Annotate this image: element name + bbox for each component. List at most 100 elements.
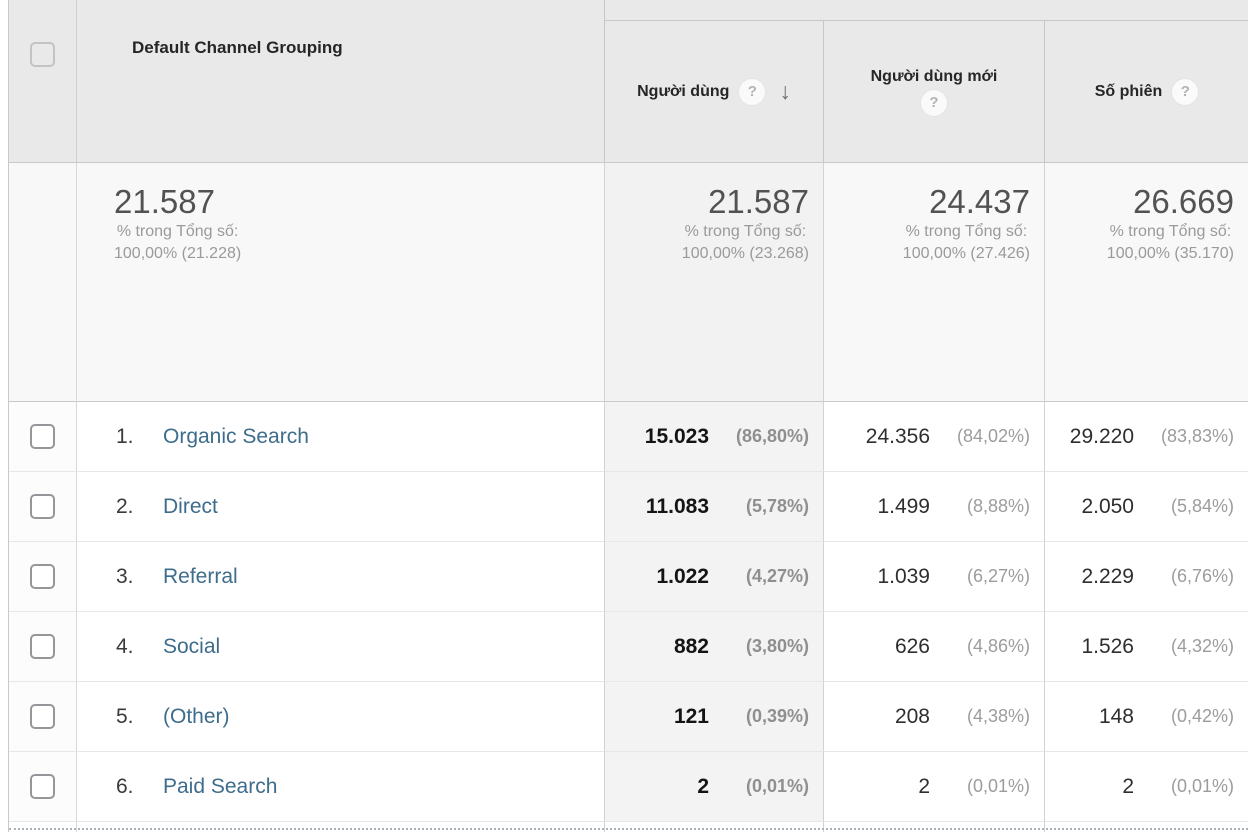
dimension-column-header[interactable]: Default Channel Grouping bbox=[132, 38, 343, 57]
summary-percent: 100,00% (21.228) bbox=[114, 244, 242, 262]
users-header-label: Người dùng bbox=[637, 82, 730, 100]
column-header-users[interactable]: Người dùng ? ↓ bbox=[605, 20, 823, 162]
users-value: 121 bbox=[673, 704, 709, 728]
row-checkbox[interactable] bbox=[30, 564, 55, 589]
users-percent: (0,01%) bbox=[745, 776, 809, 796]
sessions-cell: 29.220 (83,83%) bbox=[1044, 402, 1248, 472]
table-bottom-edge bbox=[9, 822, 77, 832]
sessions-cell: 2.050 (5,84%) bbox=[1044, 472, 1248, 542]
sessions-percent: (0,42%) bbox=[1170, 706, 1234, 726]
sessions-cell: 2.229 (6,76%) bbox=[1044, 542, 1248, 612]
row-checkbox-cell bbox=[9, 472, 77, 542]
users-cell: 2 (0,01%) bbox=[604, 752, 823, 822]
data-table: Default Channel Grouping Người dùng ? ↓ … bbox=[8, 0, 1248, 832]
sessions-value: 2.229 bbox=[1081, 564, 1134, 588]
summary-caption: % trong Tổng số: bbox=[684, 222, 807, 240]
new-users-percent: (4,86%) bbox=[966, 636, 1030, 656]
summary-caption: % trong Tổng số: bbox=[1109, 222, 1232, 240]
sessions-value: 1.526 bbox=[1081, 634, 1134, 658]
help-icon[interactable]: ? bbox=[739, 78, 766, 105]
column-header-sessions[interactable]: Số phiên ? bbox=[1044, 20, 1248, 162]
new-users-value: 208 bbox=[894, 704, 930, 728]
table-row: 6. Paid Search bbox=[77, 752, 604, 822]
sessions-cell: 148 (0,42%) bbox=[1044, 682, 1248, 752]
row-checkbox[interactable] bbox=[30, 494, 55, 519]
summary-caption: % trong Tổng số: bbox=[905, 222, 1028, 240]
help-icon[interactable]: ? bbox=[1172, 78, 1199, 105]
table-row: 4. Social bbox=[77, 612, 604, 682]
row-checkbox[interactable] bbox=[30, 704, 55, 729]
row-checkbox[interactable] bbox=[30, 774, 55, 799]
new-users-cell: 2 (0,01%) bbox=[823, 752, 1044, 822]
table-bottom-edge bbox=[1044, 822, 1248, 832]
new-users-value: 1.039 bbox=[877, 564, 930, 588]
new-users-cell: 1.499 (8,88%) bbox=[823, 472, 1044, 542]
users-value: 1.022 bbox=[656, 564, 709, 588]
summary-total-users: 21.587 bbox=[114, 183, 215, 220]
new-users-header-label: Người dùng mới bbox=[870, 67, 998, 85]
channel-link[interactable]: Organic Search bbox=[163, 424, 309, 448]
summary-users-value: 21.587 bbox=[708, 183, 809, 220]
channel-link[interactable]: Direct bbox=[163, 494, 218, 518]
summary-percent: 100,00% (35.170) bbox=[1106, 244, 1234, 262]
new-users-percent: (4,38%) bbox=[966, 706, 1030, 726]
users-percent: (0,39%) bbox=[745, 706, 809, 726]
sessions-value: 148 bbox=[1098, 704, 1134, 728]
table-row: 3. Referral bbox=[77, 542, 604, 612]
row-index: 6. bbox=[116, 774, 134, 798]
summary-percent: 100,00% (27.426) bbox=[902, 244, 1030, 262]
sessions-header-cell: Số phiên ? bbox=[1044, 0, 1248, 163]
row-checkbox[interactable] bbox=[30, 634, 55, 659]
users-percent: (3,80%) bbox=[745, 636, 809, 656]
table-bottom-edge bbox=[604, 822, 823, 832]
select-all-cell bbox=[9, 0, 77, 163]
table-row: 5. (Other) bbox=[77, 682, 604, 752]
users-cell: 882 (3,80%) bbox=[604, 612, 823, 682]
help-icon[interactable]: ? bbox=[921, 89, 947, 116]
summary-new-users-cell: 24.437 % trong Tổng số: 100,00% (27.426) bbox=[823, 163, 1044, 402]
select-all-checkbox[interactable] bbox=[30, 42, 55, 67]
new-users-header-cell: Người dùng mới ? bbox=[823, 0, 1044, 163]
sessions-cell: 2 (0,01%) bbox=[1044, 752, 1248, 822]
users-cell: 121 (0,39%) bbox=[604, 682, 823, 752]
sessions-percent: (4,32%) bbox=[1170, 636, 1234, 656]
channel-link[interactable]: Referral bbox=[163, 564, 238, 588]
sessions-header-label: Số phiên bbox=[1094, 82, 1163, 100]
dimension-header-cell: Default Channel Grouping bbox=[77, 0, 604, 163]
row-checkbox-cell bbox=[9, 612, 77, 682]
new-users-percent: (84,02%) bbox=[956, 426, 1030, 446]
sessions-value: 2.050 bbox=[1081, 494, 1134, 518]
table-bottom-edge bbox=[77, 822, 604, 832]
row-index: 3. bbox=[116, 564, 134, 588]
channel-link[interactable]: Social bbox=[163, 634, 221, 658]
summary-sessions-cell: 26.669 % trong Tổng số: 100,00% (35.170) bbox=[1044, 163, 1248, 402]
summary-users-cell: 21.587 % trong Tổng số: 100,00% (23.268) bbox=[604, 163, 823, 402]
table-row: 2. Direct bbox=[77, 472, 604, 542]
summary-percent: 100,00% (23.268) bbox=[681, 244, 809, 262]
sort-desc-icon[interactable]: ↓ bbox=[779, 78, 791, 104]
users-percent: (5,78%) bbox=[745, 496, 809, 516]
row-index: 1. bbox=[116, 424, 134, 448]
table-bottom-edge bbox=[823, 822, 1044, 832]
new-users-value: 2 bbox=[918, 774, 930, 798]
summary-checkbox-cell bbox=[9, 163, 77, 402]
header-top-strip bbox=[1044, 0, 1248, 20]
new-users-cell: 208 (4,38%) bbox=[823, 682, 1044, 752]
users-percent: (86,80%) bbox=[735, 426, 809, 446]
channel-link[interactable]: Paid Search bbox=[163, 774, 278, 798]
row-checkbox-cell bbox=[9, 542, 77, 612]
row-checkbox-cell bbox=[9, 752, 77, 822]
sessions-cell: 1.526 (4,32%) bbox=[1044, 612, 1248, 682]
row-checkbox[interactable] bbox=[30, 424, 55, 449]
header-top-strip bbox=[605, 0, 823, 20]
users-cell: 1.022 (4,27%) bbox=[604, 542, 823, 612]
row-checkbox-cell bbox=[9, 682, 77, 752]
sessions-percent: (83,83%) bbox=[1160, 426, 1234, 446]
new-users-value: 24.356 bbox=[865, 424, 930, 448]
channel-link[interactable]: (Other) bbox=[163, 704, 230, 728]
users-value: 2 bbox=[697, 774, 709, 798]
row-checkbox-cell bbox=[9, 402, 77, 472]
summary-sessions-value: 26.669 bbox=[1133, 183, 1234, 220]
summary-caption: % trong Tổng số: bbox=[116, 222, 239, 240]
column-header-new-users[interactable]: Người dùng mới ? bbox=[823, 20, 1044, 162]
